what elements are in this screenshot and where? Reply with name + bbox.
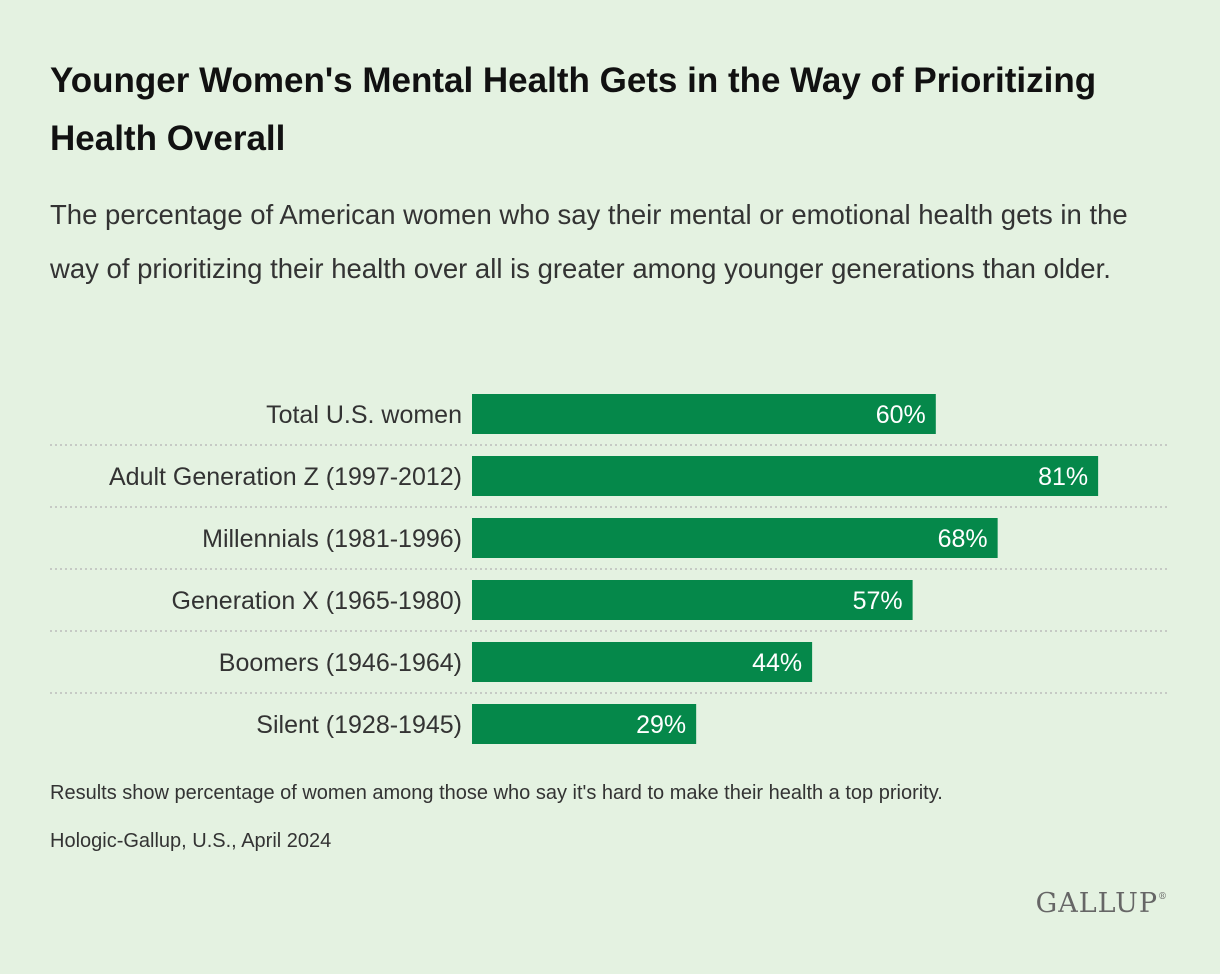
bar-chart: Total U.S. women 60% Adult Generation Z (1… bbox=[50, 394, 1168, 744]
bar-value-label: 29% bbox=[636, 711, 686, 739]
gallup-logo: GALLUP® bbox=[1036, 888, 1168, 919]
category-label: Millennials (1981-1996) bbox=[202, 525, 462, 553]
bar-value-label: 81% bbox=[1038, 463, 1088, 491]
bar bbox=[472, 518, 998, 558]
bar bbox=[472, 642, 813, 682]
category-label: Silent (1928-1945) bbox=[256, 711, 462, 739]
bar-value-label: 44% bbox=[752, 649, 802, 677]
footnote: Results show percentage of women among t… bbox=[50, 782, 943, 804]
category-label: Total U.S. women bbox=[266, 401, 462, 429]
bar bbox=[472, 704, 697, 744]
bar-value-label: 60% bbox=[876, 401, 926, 429]
bar bbox=[472, 580, 913, 620]
source-note: Hologic-Gallup, U.S., April 2024 bbox=[50, 830, 332, 852]
registered-mark-icon: ® bbox=[1158, 892, 1168, 902]
bar-value-label: 68% bbox=[938, 525, 988, 553]
chart-subtitle: The percentage of American women who say… bbox=[50, 199, 1128, 284]
bar bbox=[472, 456, 1099, 496]
chart-title: Younger Women's Mental Health Gets in th… bbox=[50, 61, 1097, 158]
bar bbox=[472, 394, 936, 434]
bar-value-label: 57% bbox=[853, 587, 903, 615]
category-label: Generation X (1965-1980) bbox=[172, 587, 462, 615]
category-label: Boomers (1946-1964) bbox=[219, 649, 462, 677]
category-label: Adult Generation Z (1997-2012) bbox=[109, 463, 462, 491]
gallup-logo-text: GALLUP bbox=[1035, 888, 1158, 919]
